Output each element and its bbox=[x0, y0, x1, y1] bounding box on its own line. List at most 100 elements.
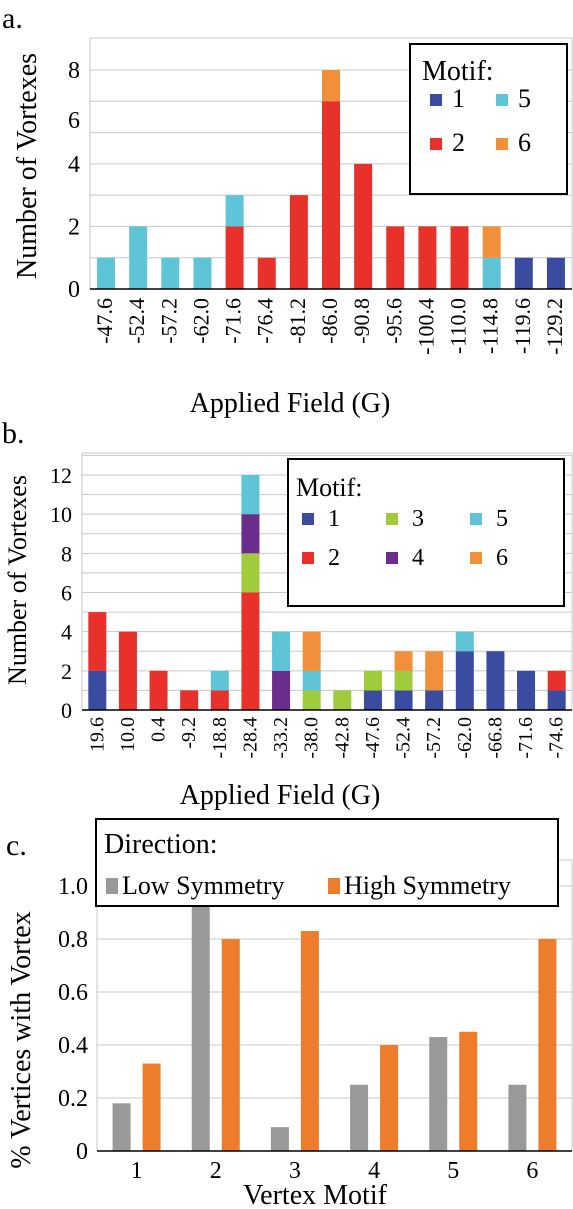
panel-c-x-tick-label: 5 bbox=[447, 1158, 459, 1184]
panel-b-legend-swatch bbox=[470, 513, 482, 525]
panel-a-legend-title: Motif: bbox=[422, 56, 494, 87]
panel-b-y-tick-label: 0 bbox=[61, 698, 72, 723]
panel-c-y-axis-title: % Vertices with Vortex bbox=[6, 911, 37, 1168]
panel-b-legend-label: 4 bbox=[412, 545, 424, 571]
panel-c-y-tick-label: 0.4 bbox=[58, 1033, 88, 1059]
panel-c-bar-motif-3-low-symmetry bbox=[270, 1127, 289, 1151]
panel-a-bar--52.4-motif-5 bbox=[129, 226, 148, 289]
panel-b-bar--42.8-motif-3 bbox=[333, 690, 352, 710]
panel-c-bar-motif-6-high-symmetry bbox=[538, 939, 557, 1151]
panel-b-legend-title: Motif: bbox=[296, 473, 362, 502]
panel-a-x-tick-label: -129.2 bbox=[542, 298, 567, 355]
panel-b-x-tick-label: 19.6 bbox=[86, 717, 108, 752]
panel-b-x-tick-label: -28.4 bbox=[239, 717, 261, 759]
panel-a-bar--129.2-motif-1 bbox=[546, 257, 565, 289]
panel-a-bar--81.2-motif-2 bbox=[289, 195, 308, 289]
panel-b-x-tick-label: -62.0 bbox=[454, 717, 476, 759]
panel-b-bar--33.2-motif-4 bbox=[272, 670, 291, 710]
panel-b-legend-swatch bbox=[386, 552, 398, 564]
panel-a-x-tick-label: -119.6 bbox=[510, 298, 535, 354]
panel-b-legend-label: 6 bbox=[496, 545, 508, 571]
panel-c-bar-motif-2-low-symmetry bbox=[191, 901, 210, 1151]
panel-a-y-tick-label: 8 bbox=[68, 58, 80, 84]
panel-b-x-tick-label: -71.6 bbox=[515, 717, 537, 759]
panel-b-legend-label: 2 bbox=[328, 545, 340, 571]
panel-b-bar--38.0-motif-5 bbox=[302, 670, 321, 691]
panel-c-x-tick-label: 4 bbox=[368, 1158, 380, 1184]
panel-a-bar--86.0-motif-2 bbox=[322, 101, 340, 290]
panel-a-x-tick-label: -86.0 bbox=[317, 298, 342, 344]
panel-b-bar--62.0-motif-1 bbox=[455, 651, 474, 710]
panel-b-bar--71.6-motif-1 bbox=[517, 670, 536, 710]
panel-b-y-axis-title: Number of Vortexes bbox=[3, 475, 32, 685]
panel-c-x-tick-label: 3 bbox=[289, 1158, 301, 1184]
panel-b-x-tick-label: -52.4 bbox=[393, 717, 415, 759]
panel-b-x-tick-label: -57.2 bbox=[423, 717, 445, 759]
panel-b-bar--38.0-motif-6 bbox=[302, 631, 321, 671]
panel-b-y-tick-label: 6 bbox=[61, 581, 72, 606]
panel-b-bar--47.6-motif-1 bbox=[363, 690, 382, 710]
panel-a-bar--95.6-motif-2 bbox=[386, 226, 405, 289]
panel-a-legend-label: 1 bbox=[452, 84, 465, 113]
panel-c-legend-title: Direction: bbox=[104, 829, 218, 860]
panel-b-bar--66.8-motif-1 bbox=[486, 651, 505, 710]
panel-a-legend-swatch bbox=[430, 138, 442, 150]
panel-b-x-tick-label: -66.8 bbox=[484, 717, 506, 759]
panel-b-legend-swatch bbox=[302, 513, 314, 525]
panel-a-x-tick-label: -114.8 bbox=[478, 298, 503, 354]
panel-b-x-tick-label: 0.4 bbox=[148, 717, 170, 742]
panel-a-bar--114.8-motif-6 bbox=[482, 226, 501, 258]
panel-b-bar--74.6-motif-1 bbox=[547, 690, 566, 710]
panel-a-x-tick-label: -47.6 bbox=[92, 298, 117, 344]
panel-b-bar-0.4-motif-2 bbox=[149, 670, 168, 710]
panel-b-legend: Motif: 1 3 5 2 4 6 bbox=[287, 458, 565, 607]
panel-a-y-tick-label: 0 bbox=[68, 277, 80, 303]
panel-b-bar--28.4-motif-2 bbox=[241, 592, 260, 710]
panel-b-x-axis-title: Applied Field (G) bbox=[180, 780, 381, 811]
panel-a-bar--62.0-motif-5 bbox=[193, 257, 212, 289]
panel-a-bar--86.0-motif-6 bbox=[322, 70, 340, 102]
panel-b-x-tick-label: -74.6 bbox=[546, 717, 568, 759]
panel-a-x-tick-label: -57.2 bbox=[156, 298, 181, 344]
panel-a-y-tick-label: 6 bbox=[68, 108, 80, 134]
panel-b-x-tick-label: -47.6 bbox=[362, 717, 384, 759]
panel-b-y-tick-label: 10 bbox=[50, 502, 72, 527]
panel-c-y-tick-label: 1.0 bbox=[58, 874, 88, 900]
panel-b-bar--74.6-motif-2 bbox=[547, 670, 566, 691]
panel-a-bar--71.6-motif-5 bbox=[225, 195, 244, 227]
panel-b-bar--28.4-motif-3 bbox=[241, 553, 260, 593]
panel-a-legend: Motif:1 5 2 6 bbox=[409, 43, 568, 195]
panel-b-x-tick-label: -42.8 bbox=[331, 717, 353, 759]
panel-b-bar--18.8-motif-2 bbox=[210, 690, 229, 710]
panel-c-bar-motif-6-low-symmetry bbox=[508, 1084, 527, 1151]
panel-b-bar--62.0-motif-5 bbox=[455, 631, 474, 652]
panel-b-x-tick-label: -9.2 bbox=[178, 717, 200, 749]
panel-c-bar-motif-2-high-symmetry bbox=[221, 939, 240, 1151]
panel-b-bar--57.2-motif-6 bbox=[425, 651, 444, 691]
panel-c-x-tick-label: 6 bbox=[526, 1158, 538, 1184]
panel-b-y-tick-label: 8 bbox=[61, 541, 72, 566]
panel-a: a. 0 2 4 6 8 Number of Vortexes -47.6 -52.4 -57.2… bbox=[2, 2, 573, 419]
panel-b-legend-label: 1 bbox=[328, 506, 340, 532]
panel-b-label: b. bbox=[2, 417, 25, 450]
panel-b-y-tick-label: 12 bbox=[50, 463, 72, 488]
panel-a-x-tick-label: -52.4 bbox=[124, 298, 149, 344]
panel-b-bar--52.4-motif-1 bbox=[394, 690, 413, 710]
panel-c-x-tick-label: 2 bbox=[210, 1158, 222, 1184]
panel-b-bar--52.4-motif-3 bbox=[394, 670, 413, 691]
panel-b-bar--52.4-motif-6 bbox=[394, 651, 413, 671]
panel-b-bar--9.2-motif-2 bbox=[180, 690, 199, 710]
panel-b-legend-box bbox=[287, 458, 565, 607]
panel-b-bar--28.4-motif-5 bbox=[241, 475, 260, 515]
panel-a-x-tick-label: -90.8 bbox=[349, 298, 374, 344]
panel-c-legend-label: Low Symmetry bbox=[122, 871, 285, 900]
panel-a-legend-label: 5 bbox=[518, 84, 531, 113]
panel-a-x-axis-title: Applied Field (G) bbox=[190, 388, 391, 419]
panel-a-x-tick-label: -110.0 bbox=[446, 298, 471, 354]
panel-a-bar--114.8-motif-5 bbox=[482, 257, 501, 289]
panel-c-y-tick-label: 0.2 bbox=[58, 1086, 88, 1112]
panel-b-bar-19.6-motif-1 bbox=[88, 670, 107, 710]
panel-a-bar--71.6-motif-2 bbox=[225, 226, 244, 289]
